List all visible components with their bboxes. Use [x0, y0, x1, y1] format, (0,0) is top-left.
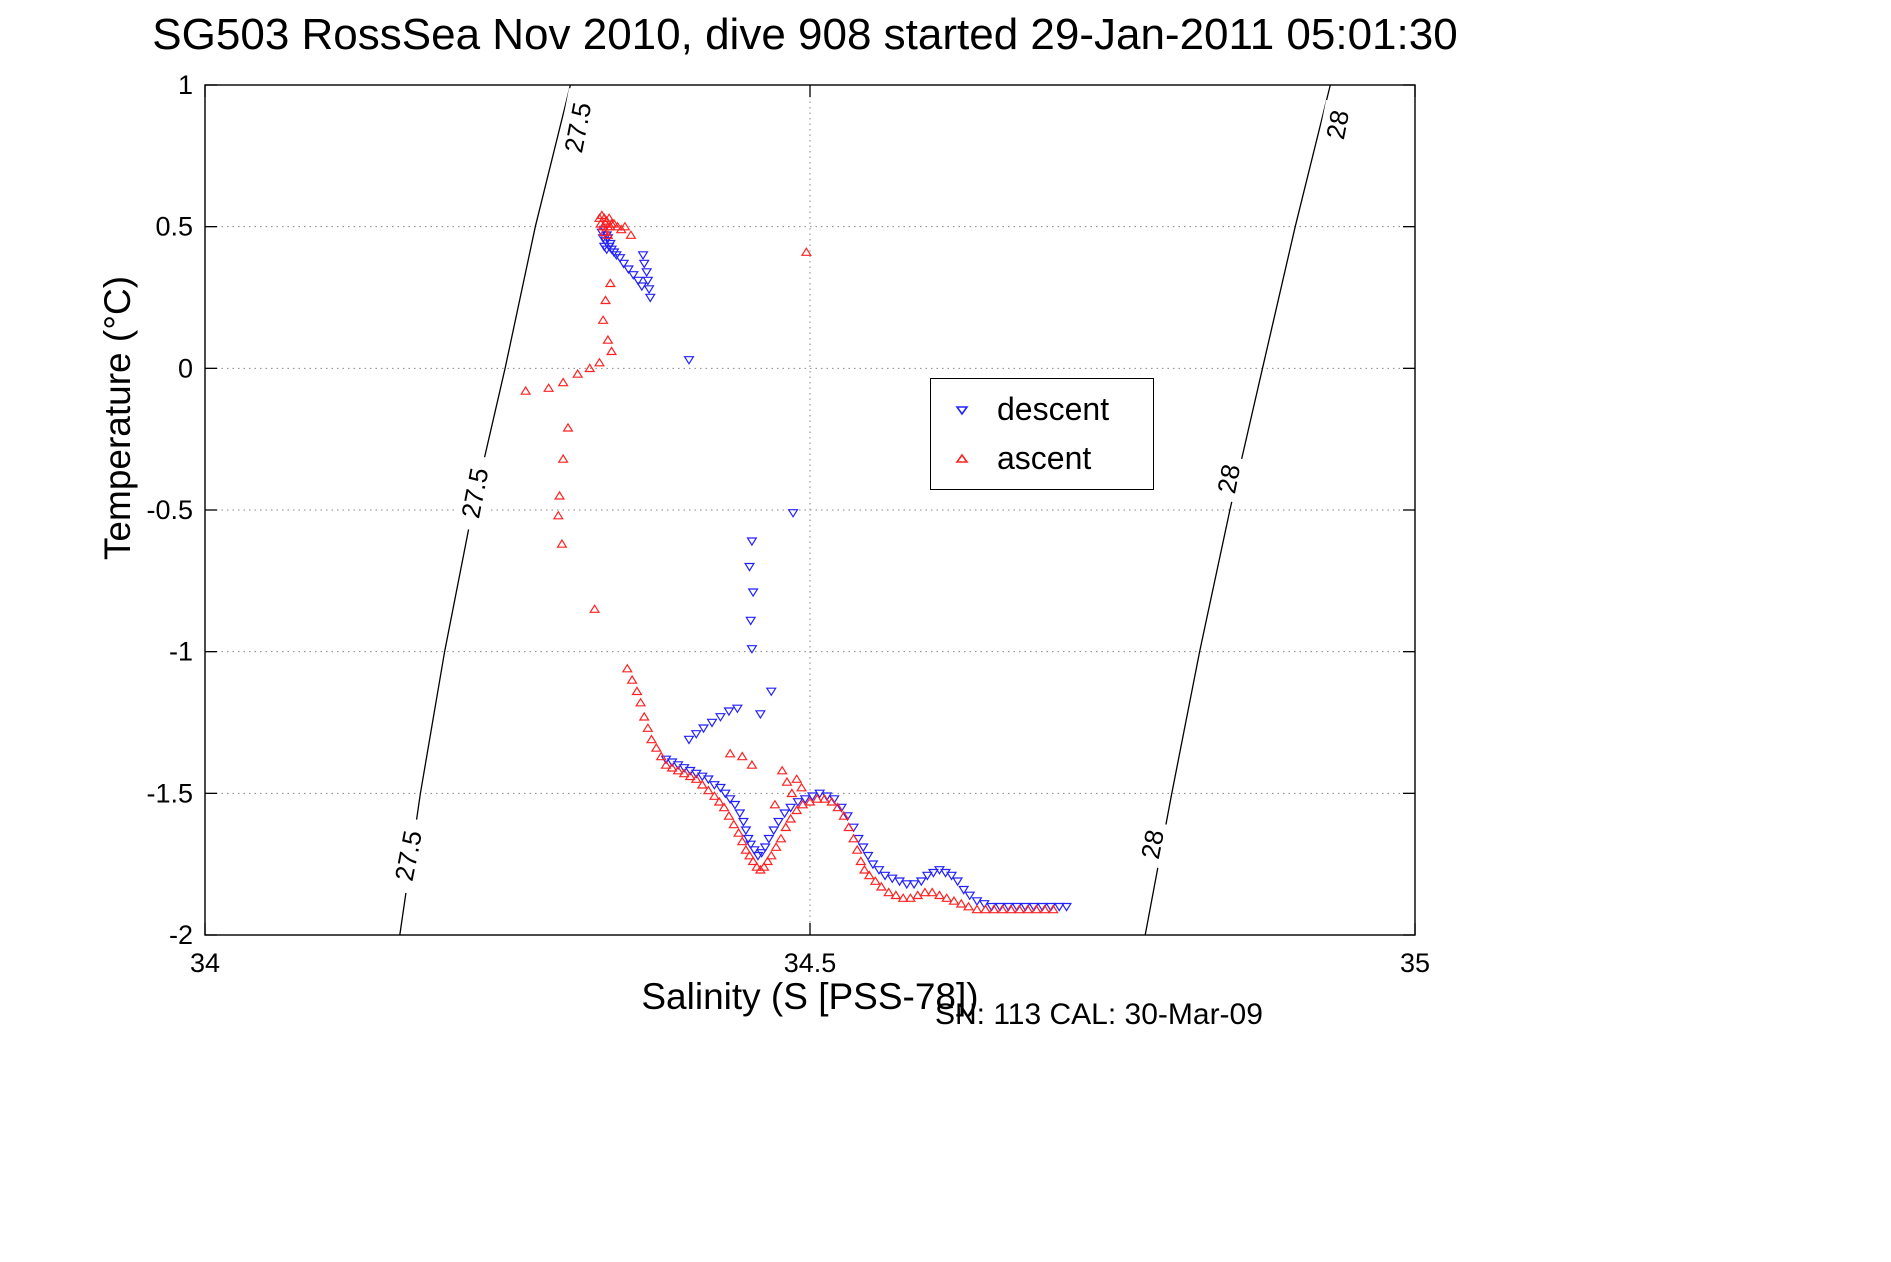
svg-text:27.5: 27.5: [389, 828, 428, 883]
y-tick-label: 0: [178, 353, 193, 383]
x-tick-label: 34: [190, 948, 220, 978]
y-tick-label: -2: [169, 920, 193, 950]
x-tick-label: 34.5: [784, 948, 837, 978]
x-tick-label: 35: [1400, 948, 1430, 978]
y-tick-label: 0.5: [155, 212, 193, 242]
plot-title: SG503 RossSea Nov 2010, dive 908 started…: [152, 10, 1458, 59]
svg-text:28: 28: [1135, 827, 1170, 861]
scatter-descent: [596, 225, 1072, 912]
y-tick-label: -1.5: [146, 778, 193, 808]
axes-box: [204, 84, 1416, 936]
contour-label-27.5: 27.5: [385, 816, 432, 896]
legend-label-ascent: ascent: [997, 440, 1092, 476]
descent-triangle-down-icon: [955, 405, 969, 415]
contour-label-28: 28: [1208, 454, 1249, 504]
legend-item-ascent: ascent: [931, 440, 1153, 477]
svg-text:28: 28: [1320, 108, 1355, 142]
contour-line-28: [1144, 84, 1331, 936]
contour-label-28: 28: [1132, 819, 1173, 869]
serial-calibration-note: SN: 113 CAL: 30-Mar-09: [935, 998, 1263, 1031]
ascent-triangle-up-icon: [955, 453, 969, 463]
contour-label-27.5: 27.5: [554, 88, 601, 167]
contour-label-27.5: 27.5: [452, 453, 498, 533]
svg-text:27.5: 27.5: [455, 465, 494, 520]
y-tick-label: 1: [178, 70, 193, 100]
tick-labels: 34 34.5 35 1 0.5 0 -0.5 -1 -1.5 -2: [146, 70, 1430, 978]
x-axis-label: Salinity (S [PSS-78]): [641, 976, 979, 1017]
contour-label-28: 28: [1317, 100, 1358, 150]
y-axis-label: Temperature (°C): [97, 275, 138, 561]
y-tick-label: -1: [169, 637, 193, 667]
scatter-ascent: [520, 210, 1059, 914]
legend-item-descent: descent: [931, 391, 1153, 428]
y-tick-label: -0.5: [146, 495, 193, 525]
gridlines: [205, 85, 1415, 935]
svg-text:28: 28: [1211, 462, 1246, 496]
legend-label-descent: descent: [997, 391, 1110, 427]
legend-box: descent ascent: [930, 378, 1154, 490]
